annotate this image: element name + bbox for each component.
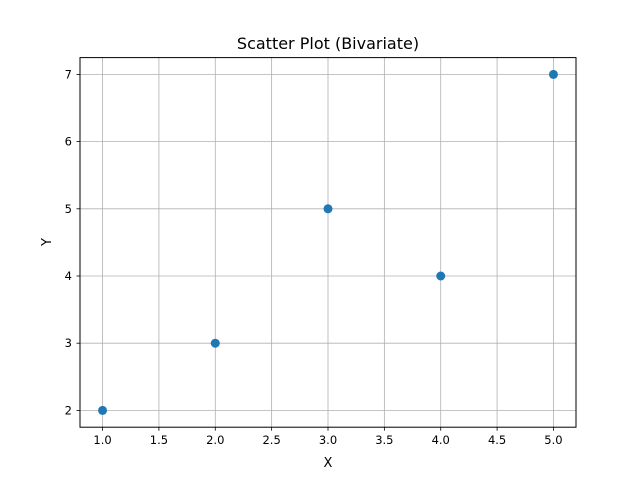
x-ticks: 1.0 1.5 2.0 2.5 3.0 3.5 4.0 4.5 5.0	[93, 427, 563, 447]
data-point	[323, 204, 333, 214]
x-tick-label: 5.0	[544, 433, 562, 447]
x-tick-label: 4.0	[432, 433, 450, 447]
x-tick-label: 2.0	[206, 433, 224, 447]
data-point	[548, 69, 558, 79]
x-tick-label: 3.5	[375, 433, 393, 447]
x-tick-label: 2.5	[262, 433, 280, 447]
y-tick-label: 3	[65, 336, 72, 350]
y-tick-label: 2	[65, 403, 72, 417]
x-tick-label: 1.5	[150, 433, 168, 447]
y-tick-label: 4	[65, 269, 72, 283]
data-points	[98, 69, 558, 415]
x-axis-label: X	[324, 456, 333, 471]
x-tick-label: 4.5	[488, 433, 506, 447]
chart-title: Scatter Plot (Bivariate)	[237, 34, 419, 53]
y-tick-label: 7	[65, 67, 72, 81]
data-point	[98, 405, 108, 415]
y-axis-label: Y	[40, 238, 55, 247]
y-ticks: 2 3 4 5 6 7	[65, 67, 80, 417]
data-point	[436, 271, 446, 281]
x-tick-label: 3.0	[319, 433, 337, 447]
y-tick-label: 5	[65, 202, 72, 216]
x-tick-label: 1.0	[93, 433, 111, 447]
y-tick-label: 6	[65, 135, 72, 149]
data-point	[210, 338, 220, 348]
